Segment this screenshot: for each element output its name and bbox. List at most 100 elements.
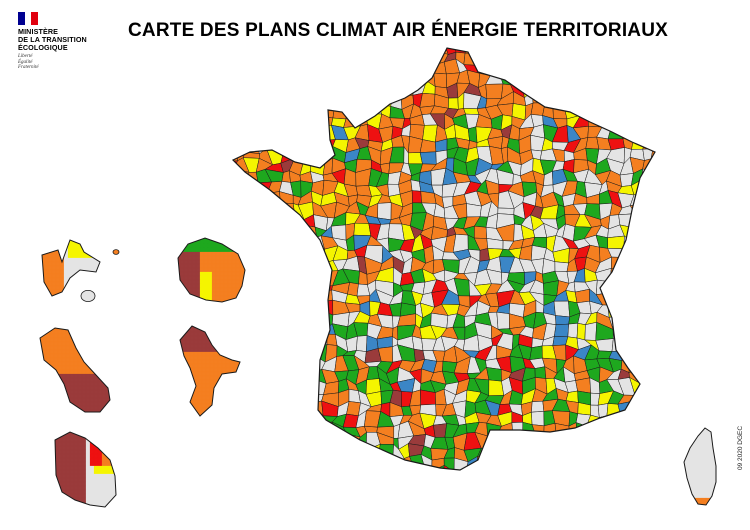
mq-cell-379: [109, 401, 110, 407]
gf-cell-42: [93, 437, 99, 443]
gp-cell-186: [79, 281, 85, 287]
gf-cell-84: [69, 449, 75, 455]
re-cell-263: [219, 291, 225, 297]
territory-cell-1650: [335, 477, 347, 492]
re-cell-157: [227, 267, 233, 273]
mq-cell-365: [53, 401, 59, 407]
territory-cell-202: [642, 86, 655, 99]
territory-cell-322: [611, 113, 619, 127]
yt-cell-173: [229, 363, 235, 369]
territory-cell-736: [652, 224, 655, 241]
co-cell-56: [689, 449, 695, 455]
territory-cell-1547: [554, 447, 568, 458]
mq-cell-78: [45, 341, 51, 347]
territory-cell-131: [311, 74, 325, 88]
gf-cell-287: [113, 497, 116, 503]
gf-cell-279: [81, 497, 87, 503]
territory-cell-1597: [649, 455, 655, 469]
gf-cell-169: [89, 469, 95, 475]
yt-cell-187: [221, 367, 227, 373]
co-cell-138: [693, 485, 699, 491]
gf-cell-272: [55, 497, 59, 503]
territory-cell-865: [267, 271, 282, 284]
co-cell-48: [693, 445, 699, 451]
co-outline: [683, 427, 717, 506]
yt-cell-31: [237, 327, 240, 333]
reunion-territory: [177, 237, 246, 303]
territory-cell-1149: [233, 344, 248, 362]
gp-cell-53: [59, 249, 65, 255]
mq-cell-197: [65, 365, 71, 371]
co-cell-119: [689, 477, 695, 483]
yt-cell-290: [185, 395, 191, 401]
territory-cell-40: [664, 39, 679, 53]
mq-cell-164: [85, 357, 91, 363]
territory-cell-1319: [299, 390, 314, 405]
gf-cell-273: [57, 497, 63, 503]
mq-cell-51: [89, 333, 95, 339]
territory-cell-1064: [649, 312, 655, 331]
gp-cell-14: [95, 240, 100, 243]
yt-cell-365: [229, 411, 235, 416]
territory-cell-119: [628, 62, 645, 77]
territory-cell-109: [519, 60, 535, 78]
re-cell-17: [243, 238, 245, 241]
territory-cell-92: [332, 58, 349, 76]
co-cell-173: [689, 501, 695, 505]
territory-cell-591: [411, 190, 422, 204]
mq-cell-167: [97, 357, 103, 363]
gf-cell-251: [97, 489, 103, 495]
yt-cell-57: [213, 335, 219, 341]
territory-cell-209: [265, 91, 285, 109]
re-cell-292: [191, 299, 197, 302]
mq-cell-329: [61, 393, 67, 399]
co-cell-63: [684, 453, 687, 459]
mq-cell-118: [53, 349, 59, 355]
territory-cell-293: [287, 113, 301, 128]
yt-cell-168: [209, 363, 215, 369]
mq-cell-108: [89, 345, 95, 351]
mq-cell-354: [85, 397, 91, 403]
re-cell-241: [203, 287, 209, 293]
yt-cell-135: [205, 355, 211, 361]
mq-cell-398: [109, 405, 110, 411]
gf-cell-45: [105, 437, 111, 443]
gp-cell-87: [67, 257, 73, 263]
territory-cell-1111: [266, 334, 283, 348]
yt-cell-245: [197, 383, 203, 389]
territory-cell-1508: [573, 432, 590, 451]
territory-cell-983: [665, 290, 674, 306]
gp-cell-206: [95, 285, 100, 291]
territory-cell-908: [291, 281, 302, 297]
yt-cell-230: [201, 379, 207, 385]
territory-cell-387: [419, 139, 437, 153]
gf-cell-208: [55, 481, 59, 487]
gf-cell-159: [113, 465, 116, 471]
territory-cell-330: [242, 126, 260, 142]
yt-cell-192: [180, 371, 183, 377]
yt-cell-306: [185, 399, 191, 405]
territory-cell-655: [663, 201, 678, 214]
mq-cell-228: [40, 373, 43, 379]
mq-cell-107: [85, 345, 91, 351]
territory-cell-1071: [282, 323, 294, 338]
mq-cell-61: [53, 337, 59, 343]
territory-cell-913: [347, 282, 359, 297]
mq-cell-374: [89, 401, 95, 407]
territory-cell-1393: [668, 402, 678, 412]
gp-cell-116: [55, 265, 61, 271]
territory-cell-1433: [649, 411, 655, 426]
territory-cell-1481: [278, 432, 293, 450]
territory-cell-70: [546, 49, 558, 65]
yt-cell-121: [213, 351, 219, 357]
co-cell-8: [713, 428, 716, 431]
gp-cell-31: [99, 241, 100, 247]
yt-cell-36: [193, 331, 199, 337]
credit-text: 09 2020 DGEC: [737, 425, 744, 470]
territory-cell-173: [322, 81, 340, 95]
gf-cell-250: [93, 489, 99, 495]
re-cell-187: [203, 275, 209, 281]
territory-cell-533: [233, 183, 240, 193]
re-cell-99: [211, 255, 217, 261]
territory-cell-1357: [266, 399, 284, 414]
